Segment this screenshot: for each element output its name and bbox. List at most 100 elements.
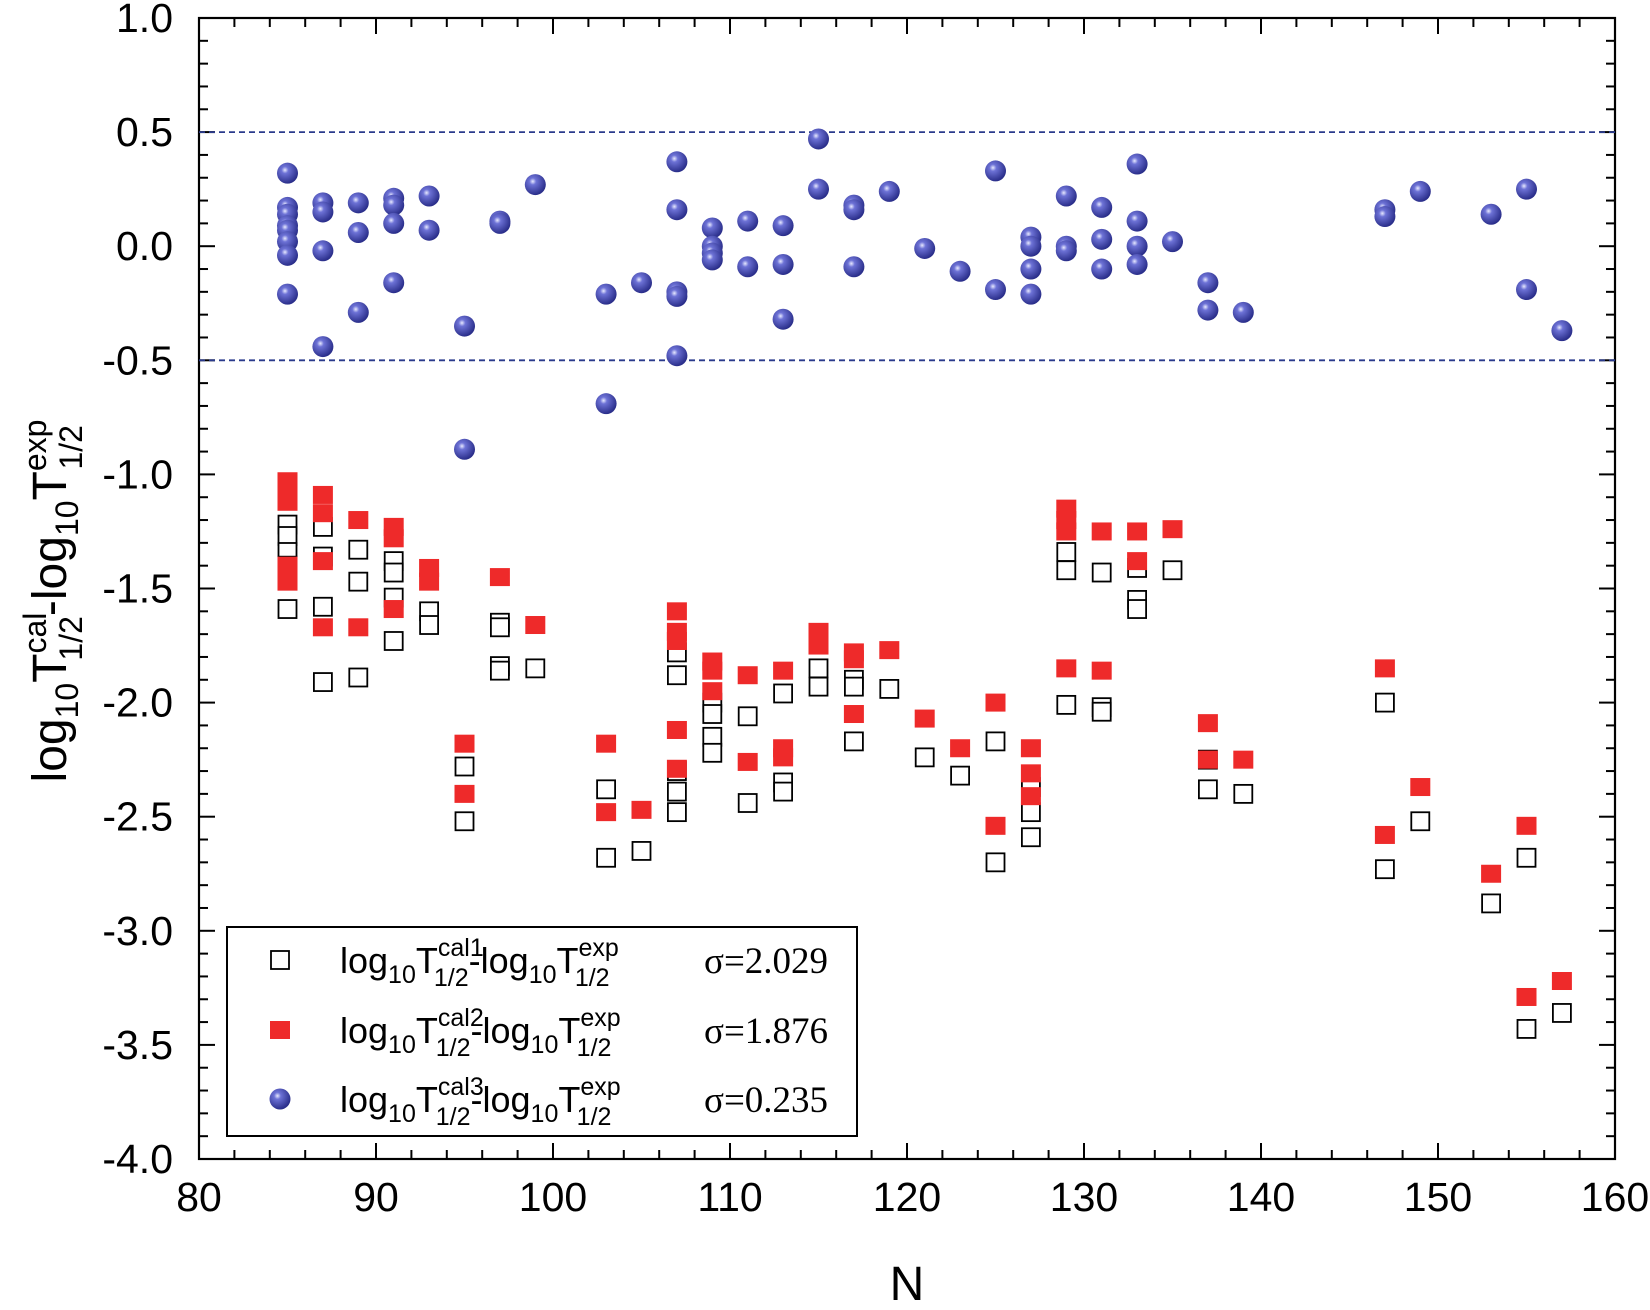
cal1-point [348,539,369,560]
cal1-point [737,706,758,727]
cal2-point [773,661,794,680]
legend-label-cal1: log10Tcal1 1/2-log10Texp 1/2 [340,934,619,992]
cal2-point [950,739,971,758]
cal1-point [1375,859,1395,880]
cal2-point [525,616,546,635]
cal1-point [419,615,440,635]
cal2-point [419,572,440,591]
cal3-point [666,345,688,367]
cal2-point [773,748,794,767]
cal1-point [454,756,475,777]
cal2-point [1020,787,1041,806]
legend-marker-cal1 [270,950,290,970]
cal1-point [1056,542,1077,562]
cal2-point [1197,714,1218,733]
cal2-point [419,558,440,577]
cal1-point [844,731,864,752]
cal3-point [277,244,298,266]
cal1-point [348,571,369,592]
cal3-point [843,256,865,278]
cal1-point [383,631,404,651]
cal2-point [1516,987,1537,1006]
cal2-point [1233,750,1254,769]
cal1-point [1056,560,1077,581]
cal2-point [808,636,829,655]
cal2-point [843,705,864,724]
cal3-point [1409,180,1431,202]
cal2-point [1374,659,1395,678]
cal1-point [1516,847,1537,868]
y-tick-label: -1.5 [102,566,173,612]
legend-label-cal3: log10Tcal3 1/2-log10Texp 1/2 [340,1073,621,1131]
ylabel-sup2: exp [17,420,53,472]
cal2-point [1091,661,1112,680]
cal3-point [277,162,298,184]
cal2-point [312,552,333,571]
x-tick-label: 150 [1404,1174,1472,1220]
cal1-point [702,742,723,763]
ylabel-T2: T [24,471,77,500]
cal1-point [667,665,687,686]
cal3-point [1126,153,1148,175]
cal1-point [844,676,864,697]
cal1-point [312,672,333,692]
ylabel-T: T [24,653,77,682]
cal3-point [772,215,794,237]
cal2-point [489,568,510,587]
cal2-point [1127,552,1148,571]
cal3-point [1091,228,1113,250]
cal3-point [1126,253,1148,275]
reference-lines [199,131,1615,362]
cal2-point [1481,864,1502,883]
cal1-point [1375,692,1395,713]
cal3-point [383,194,405,216]
cal3-point [312,240,334,262]
legend-marker-cal2 [270,1021,290,1039]
cal1-point [596,779,616,800]
cal3-point [312,336,334,358]
cal1-point [525,658,546,679]
cal2-point [666,720,687,739]
cal2-point [383,600,404,619]
cal2-point [666,602,687,621]
cal1-point [667,781,687,802]
legend-marker-cal3 [269,1088,291,1110]
cal3-point [843,199,865,221]
x-tick-label: 160 [1581,1174,1649,1220]
cal3-point [1516,279,1537,301]
cal2-point [914,709,935,728]
cal2-point [312,485,333,504]
cal2-point [1020,764,1041,783]
cal2-point [666,631,687,650]
cal3-point [666,151,688,173]
ylabel-sub2: 1/2 [53,425,89,469]
y-tick-label: -3.5 [102,1022,173,1068]
data-marks [277,128,1573,1039]
cal2-point [277,492,298,511]
cal2-point [879,641,900,660]
cal2-point [985,693,1006,712]
legend-box [226,926,858,1137]
cal2-point [277,572,298,591]
x-tick-label: 90 [353,1174,399,1220]
cal1-point [1481,893,1501,914]
legend-sigma-cal3: σ=0.235 [704,1080,828,1121]
cal2-point [1516,816,1537,835]
cal1-point [985,731,1006,752]
cal3-point [772,253,794,275]
legend-sigma-cal2: σ=1.876 [704,1011,828,1052]
cal3-point [418,185,440,207]
cal3-point [1020,235,1042,257]
cal2-point [454,734,475,753]
y-tick-label: -2.0 [102,680,173,726]
cal3-point [1020,283,1042,305]
cal1-point [312,596,333,617]
cal1-point [1091,701,1112,722]
y-tick-label: -0.5 [102,337,173,383]
cal3-point [1197,272,1219,294]
cal3-point [737,256,759,278]
legend: log10Tcal1 1/2-log10Texp 1/2 σ=2.029 log10Tc… [226,926,858,1137]
cal3-point [312,201,334,223]
cal3-point [701,217,723,239]
